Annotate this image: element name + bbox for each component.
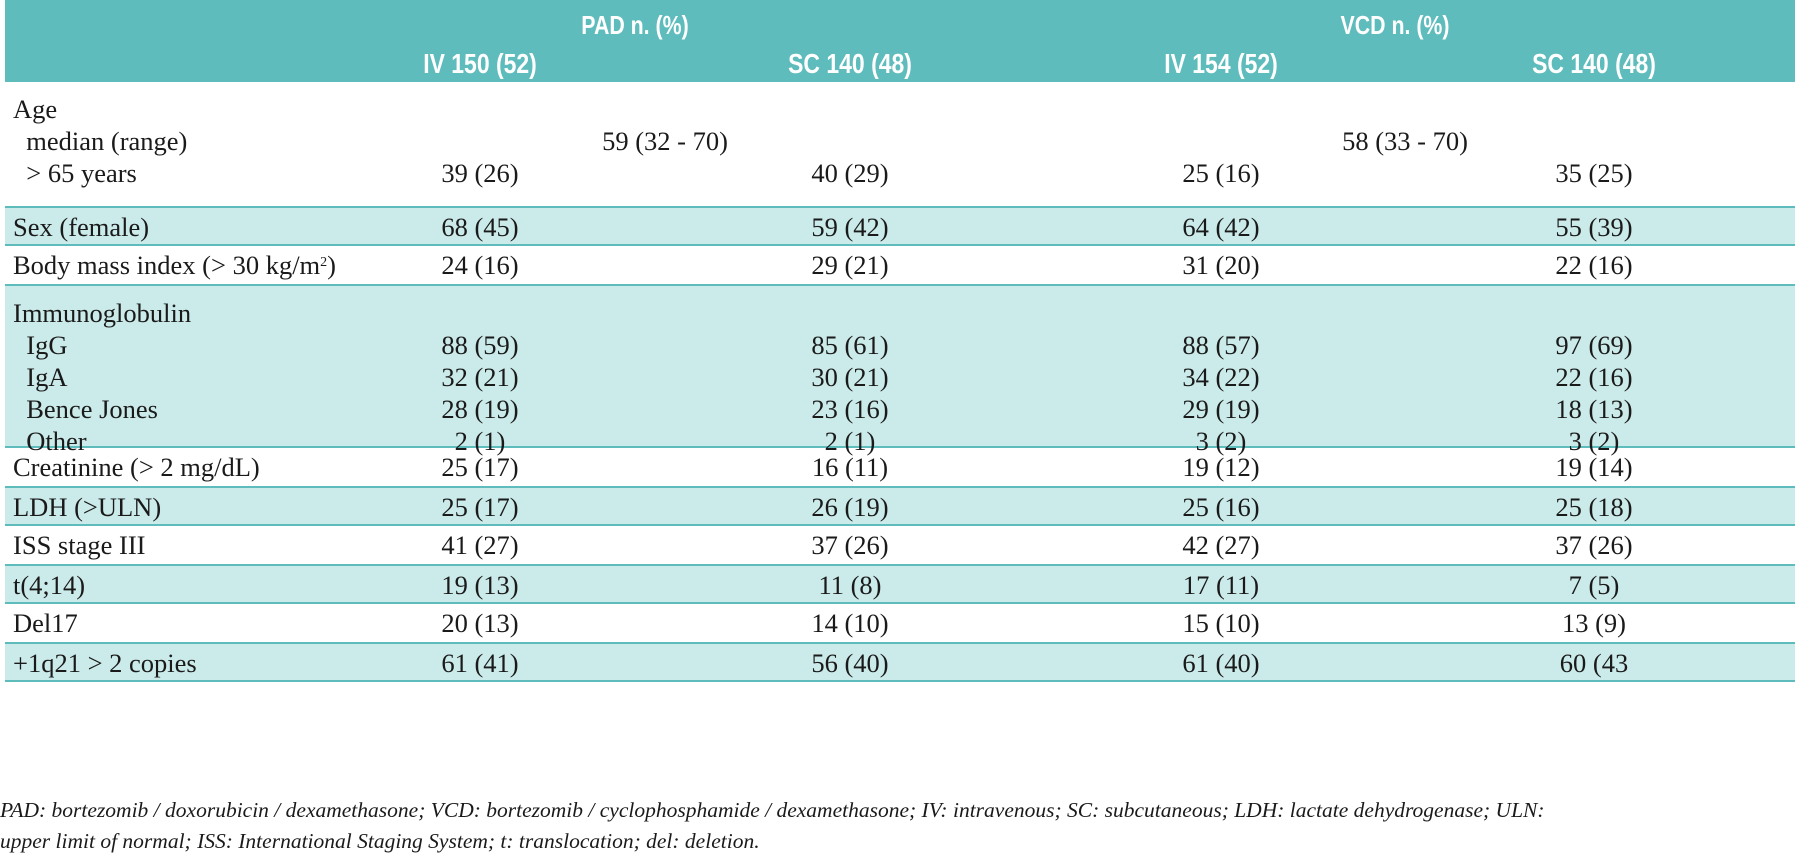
- table-cell-spanning: 59 (32 - 70): [602, 126, 728, 156]
- table-cell: 19 (14): [1555, 452, 1633, 482]
- table-cell: 68 (45): [441, 212, 519, 242]
- table-cell: 39 (26): [441, 158, 519, 188]
- footnote-line: upper limit of normal; ISS: Internationa…: [0, 829, 760, 853]
- table-body: Age median (range) 59 (32 - 70) 58 (33 - 7…: [5, 82, 1795, 682]
- table-cell-spanning: 58 (33 - 70): [1342, 126, 1468, 156]
- table-cell: 28 (19): [441, 394, 519, 424]
- table-cell: 15 (10): [1182, 608, 1260, 638]
- table-cell: 88 (59): [441, 330, 519, 360]
- row-label: LDH (>ULN): [13, 492, 162, 522]
- footnote-line: PAD: bortezomib / doxorubicin / dexameth…: [0, 798, 1545, 822]
- table-cell: 61 (40): [1182, 648, 1260, 678]
- table-cell: 30 (21): [811, 362, 889, 392]
- table-cell: 60 (43: [1559, 648, 1629, 678]
- table-cell: 32 (21): [441, 362, 519, 392]
- table-row: Creatinine (> 2 mg/dL) 25 (17) 16 (11) 19 (…: [5, 448, 1795, 488]
- table-cell: 24 (16): [441, 250, 519, 280]
- subheader-vcd-sc: SC 140 (48): [1532, 48, 1656, 79]
- row-label: median (range): [13, 126, 188, 156]
- table-cell: 59 (42): [811, 212, 889, 242]
- table-cell: 61 (41): [441, 648, 519, 678]
- row-label: Sex (female): [13, 212, 150, 242]
- table-cell: 17 (11): [1182, 570, 1260, 600]
- table-cell: 2 (1): [824, 426, 876, 456]
- table-cell: 42 (27): [1182, 530, 1260, 560]
- row-label: Creatinine (> 2 mg/dL): [13, 452, 260, 482]
- table-cell: 88 (57): [1182, 330, 1260, 360]
- table-cell: 41 (27): [441, 530, 519, 560]
- table-cell: 25 (17): [441, 452, 519, 482]
- table-cell: 11 (8): [818, 570, 882, 600]
- table-row: LDH (>ULN) 25 (17) 26 (19) 25 (16) 25 (18): [5, 488, 1795, 526]
- table-footnote: PAD: bortezomib / doxorubicin / dexameth…: [0, 795, 1790, 857]
- table-cell: 25 (16): [1182, 158, 1260, 188]
- table-cell: 22 (16): [1555, 362, 1633, 392]
- row-label: Body mass index (> 30 kg/m2): [13, 250, 336, 280]
- table-row: +1q21 > 2 copies 61 (41) 56 (40) 61 (40) 60 …: [5, 644, 1795, 682]
- table-cell: 25 (18): [1555, 492, 1633, 522]
- table-cell: 14 (10): [811, 608, 889, 638]
- row-label: IgA: [13, 362, 68, 392]
- table-row: Age median (range) 59 (32 - 70) 58 (33 - 7…: [5, 82, 1795, 208]
- table-cell: 3 (2): [1195, 426, 1247, 456]
- table-row: Del17 20 (13) 14 (10) 15 (10) 13 (9): [5, 604, 1795, 644]
- table-cell: 19 (12): [1182, 452, 1260, 482]
- table-cell: 20 (13): [441, 608, 519, 638]
- row-label: ISS stage III: [13, 530, 146, 560]
- table-cell: 40 (29): [811, 158, 889, 188]
- row-label: IgG: [13, 330, 68, 360]
- table-cell: 18 (13): [1555, 394, 1633, 424]
- table-cell: 31 (20): [1182, 250, 1260, 280]
- table-cell: 16 (11): [811, 452, 889, 482]
- table-header: PAD n. (%) VCD n. (%) IV 150 (52) SC 140…: [5, 0, 1795, 82]
- table-cell: 34 (22): [1182, 362, 1260, 392]
- table-cell: 26 (19): [811, 492, 889, 522]
- row-label: Del17: [13, 608, 78, 638]
- table-cell: 56 (40): [811, 648, 889, 678]
- table-cell: 2 (1): [454, 426, 506, 456]
- subheader-pad-iv: IV 150 (52): [423, 48, 537, 79]
- row-label: > 65 years: [13, 158, 137, 188]
- table-cell: 37 (26): [811, 530, 889, 560]
- group-header-pad: PAD n. (%): [581, 10, 689, 40]
- table-row: Body mass index (> 30 kg/m2) 24 (16) 29 (2…: [5, 246, 1795, 286]
- table-cell: 55 (39): [1555, 212, 1633, 242]
- row-label: +1q21 > 2 copies: [13, 648, 197, 678]
- table-cell: 35 (25): [1555, 158, 1633, 188]
- row-label: t(4;14): [13, 570, 86, 600]
- subheader-pad-sc: SC 140 (48): [788, 48, 912, 79]
- table-row: ISS stage III 41 (27) 37 (26) 42 (27) 37 (26…: [5, 526, 1795, 566]
- table-cell: 25 (16): [1182, 492, 1260, 522]
- table-cell: 19 (13): [441, 570, 519, 600]
- table-cell: 97 (69): [1555, 330, 1633, 360]
- row-label: Other: [13, 426, 87, 456]
- table-cell: 25 (17): [441, 492, 519, 522]
- table-cell: 85 (61): [811, 330, 889, 360]
- row-label: Immunoglobulin: [13, 298, 192, 328]
- table-cell: 29 (21): [811, 250, 889, 280]
- table-cell: 23 (16): [811, 394, 889, 424]
- row-label: Age: [13, 94, 58, 124]
- table-row: t(4;14) 19 (13) 11 (8) 17 (11) 7 (5): [5, 566, 1795, 604]
- table-cell: 22 (16): [1555, 250, 1633, 280]
- table-cell: 13 (9): [1561, 608, 1627, 638]
- table-figure: PAD n. (%) VCD n. (%) IV 150 (52) SC 140…: [5, 0, 1795, 682]
- table-cell: 64 (42): [1182, 212, 1260, 242]
- table-cell: 3 (2): [1568, 426, 1620, 456]
- table-cell: 7 (5): [1568, 570, 1620, 600]
- subheader-vcd-iv: IV 154 (52): [1164, 48, 1278, 79]
- table-row: Sex (female) 68 (45) 59 (42) 64 (42) 55 (39): [5, 208, 1795, 246]
- table-cell: 29 (19): [1182, 394, 1260, 424]
- table-cell: 37 (26): [1555, 530, 1633, 560]
- table-row: Immunoglobulin IgG 88 (59) 85 (61) 88 (57) 9…: [5, 286, 1795, 456]
- group-header-vcd: VCD n. (%): [1340, 10, 1450, 40]
- row-label: Bence Jones: [13, 394, 158, 424]
